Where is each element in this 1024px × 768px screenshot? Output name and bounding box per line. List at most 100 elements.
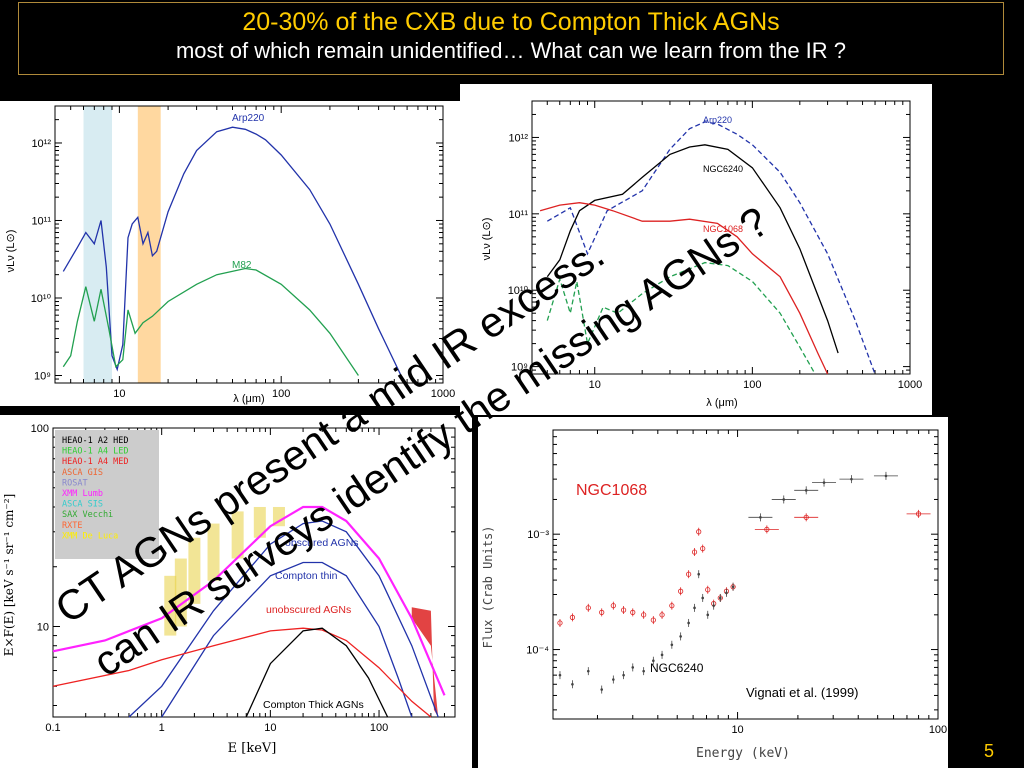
xray-point	[558, 673, 562, 677]
xray-xtick-label: 10	[731, 724, 743, 736]
sed-left-ytick-label: 10¹⁰	[31, 293, 52, 305]
xray-point	[650, 617, 656, 623]
sed-right-ytick-label: 10⁹	[511, 362, 528, 374]
sed-right-xtick-label: 10	[589, 379, 601, 391]
cxb-legend-item: XMM De Luca	[62, 531, 118, 541]
xray-point	[693, 606, 696, 610]
slide-number: 5	[983, 741, 994, 761]
sed-left-chart: 10 100 1000 10⁹ 10¹⁰ 10¹¹ 10¹² Arp220 M82 λ (μm) ν…	[5, 105, 455, 405]
xray-point	[686, 571, 692, 577]
xray-ylabel: Flux (Crab Units)	[481, 526, 495, 649]
cxb-data-block	[253, 506, 266, 538]
cxb-curve-label: Compton Thick AGNs	[263, 699, 364, 711]
xray-point	[652, 659, 655, 663]
xray-point	[697, 572, 701, 576]
cxb-panel: 0.1 1 10 100 10 100 HEAO-1 A2 HED HEAO-1 A4 LED…	[0, 415, 472, 768]
xray-panel: 10 100 10⁻⁴ 10⁻³ NGC1068 NGC6240 Vignati et al…	[478, 417, 948, 768]
ngc6240-label: NGC6240	[650, 661, 704, 675]
wavelength-band	[83, 106, 112, 383]
xray-point	[620, 607, 627, 613]
cxb-curve	[245, 627, 389, 718]
xray-point	[571, 682, 574, 686]
xray-point	[803, 514, 809, 520]
cxb-xtick-label: 10	[264, 722, 276, 734]
series-arp220	[546, 121, 876, 375]
xray-frame	[552, 429, 939, 720]
cxb-xtick-label: 100	[370, 722, 388, 734]
series-m82	[546, 261, 816, 375]
xray-point	[669, 603, 675, 609]
cxb-curve	[128, 520, 439, 718]
xray-point	[586, 669, 590, 673]
xray-point	[850, 477, 853, 481]
xray-xtick-label: 100	[929, 724, 947, 736]
cxb-legend-item: HEAO-1 A2 HED	[62, 436, 129, 446]
xray-point	[691, 549, 698, 555]
cxb-legend-item: ASCA SIS	[62, 500, 103, 510]
cxb-data-block	[188, 537, 201, 604]
sed-left-ytick-label: 10¹²	[31, 138, 51, 150]
sed-right-xtick-label: 100	[743, 379, 761, 391]
cxb-legend-item: HEAO-1 A4 LED	[62, 447, 129, 457]
sed-right-frame	[531, 100, 911, 375]
cxb-data-block	[164, 575, 177, 636]
xray-point	[585, 605, 591, 611]
xray-annotation: Vignati et al. (1999)	[746, 685, 859, 700]
xray-xlabel: Energy (keV)	[696, 746, 790, 761]
cxb-ylabel: E×F(E) [keV s⁻¹ sr⁻¹ cm⁻²]	[2, 494, 16, 657]
cxb-data-block	[231, 511, 244, 559]
sed-left-xtick-label: 1000	[431, 388, 455, 400]
xray-point	[764, 526, 770, 533]
series-arp220	[62, 126, 402, 376]
series-m82	[62, 267, 359, 376]
cxb-data-block	[272, 506, 285, 527]
cxb-legend-box	[55, 430, 159, 559]
cxb-legend-item: ROSAT	[62, 478, 88, 488]
xray-point	[599, 609, 605, 615]
xray-point	[660, 653, 664, 657]
xray-point	[641, 612, 647, 618]
xray-point	[701, 596, 705, 600]
sed-right-chart: 10 100 1000 10⁹ 10¹⁰ 10¹¹ 10¹² Arp220 NGC6240 NGC…	[481, 100, 922, 409]
xray-point	[600, 688, 604, 691]
cxb-curve	[161, 561, 413, 718]
xray-point	[642, 669, 645, 673]
cxb-legend-item: HEAO-1 A4 MED	[62, 457, 129, 467]
cxb-heao-band	[411, 607, 439, 717]
sed-left-xtick-label: 100	[272, 388, 290, 400]
xray-point	[569, 614, 576, 620]
cxb-ytick-label: 100	[31, 423, 49, 435]
ngc6240-label: NGC6240	[703, 164, 743, 174]
sed-left-xtick-label: 10	[113, 388, 125, 400]
cxb-xlabel: E [keV]	[228, 741, 277, 756]
cxb-curve	[52, 505, 446, 696]
cxb-data-block	[174, 558, 187, 627]
cxb-curve-label: obscured AGNs	[285, 537, 359, 549]
xray-point	[700, 545, 706, 552]
cxb-curve-label: unobscured AGNs	[266, 604, 351, 616]
xray-point	[706, 613, 710, 617]
sed-left-panel: 10 100 1000 10⁹ 10¹⁰ 10¹¹ 10¹² Arp220 M82 λ (μm) ν…	[0, 101, 460, 406]
xray-point	[612, 678, 615, 681]
xray-point	[679, 635, 682, 638]
xray-point	[659, 612, 665, 618]
xray-point	[687, 621, 690, 625]
xray-point	[731, 585, 735, 589]
cxb-ytick-label: 10	[37, 621, 49, 633]
arp220-label: Arp220	[232, 113, 265, 124]
xray-point	[782, 498, 786, 501]
cxb-curve-label: Compton thin	[275, 570, 338, 582]
xray-point	[670, 643, 674, 647]
sed-right-xtick-label: 1000	[898, 379, 922, 391]
ngc1068-label: NGC1068	[703, 224, 743, 234]
cxb-xtick-label: 0.1	[45, 722, 60, 734]
sed-left-frame	[54, 105, 444, 384]
xray-point	[725, 591, 728, 595]
slide-title: 20-30% of the CXB due to Compton Thick A…	[242, 8, 780, 36]
cxb-xtick-label: 1	[159, 722, 165, 734]
wavelength-band	[137, 106, 161, 383]
series-ngc6240	[546, 144, 839, 354]
xray-point	[759, 516, 762, 519]
cxb-legend-item: XMM Lumb	[62, 489, 103, 499]
